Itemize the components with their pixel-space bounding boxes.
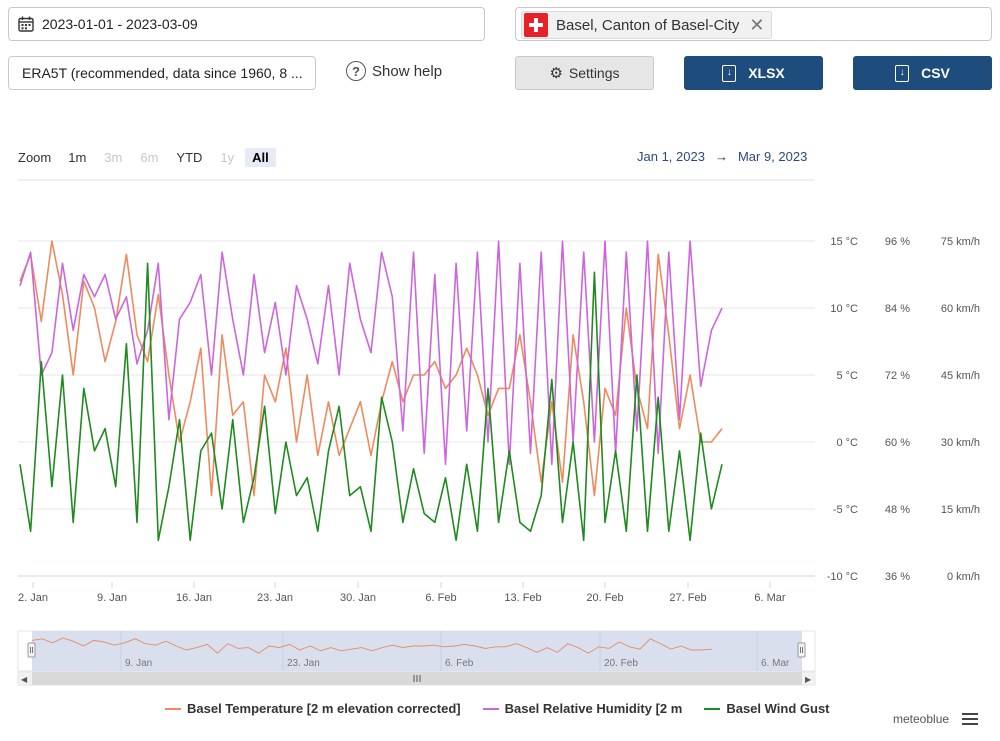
- x-tick-label: 16. Jan: [176, 592, 212, 604]
- download-icon: ↓: [895, 64, 910, 82]
- legend-swatch-temperature: [165, 707, 181, 710]
- legend-label-humidity: Basel Relative Humidity [2 m: [504, 701, 683, 716]
- x-tick-label: 6. Feb: [425, 592, 456, 604]
- x-tick-label: 13. Feb: [504, 592, 541, 604]
- series-line-temperature: [19, 240, 723, 497]
- axis-tick-label-wind: 45 km/h: [941, 370, 980, 382]
- zoom-1y-button: 1y: [220, 150, 235, 165]
- scroll-left-arrow-icon[interactable]: ◀: [21, 675, 28, 684]
- csv-download-button[interactable]: ↓ CSV: [853, 56, 992, 90]
- axis-tick-label-temperature: 15 °C: [830, 236, 858, 248]
- csv-label: CSV: [921, 65, 950, 81]
- close-icon[interactable]: ✕: [749, 15, 765, 35]
- range-to[interactable]: Mar 9, 2023: [737, 149, 808, 164]
- zoom-ytd-button[interactable]: YTD: [176, 150, 203, 165]
- navigator-tick-label: 6. Mar: [761, 658, 790, 669]
- legend-item-temperature[interactable]: Basel Temperature [2 m elevation correct…: [165, 701, 461, 716]
- axis-tick-label-wind: 15 km/h: [941, 504, 980, 516]
- navigator-tick-label: 20. Feb: [604, 658, 638, 669]
- axis-tick-label-humidity: 60 %: [885, 437, 910, 449]
- range-from[interactable]: Jan 1, 2023: [637, 149, 705, 164]
- zoom-label: Zoom: [18, 150, 52, 165]
- navigator-tick-label: 9. Jan: [125, 658, 152, 669]
- show-help-label: Show help: [372, 62, 443, 80]
- xlsx-label: XLSX: [748, 65, 785, 81]
- x-tick-label: 9. Jan: [97, 592, 127, 604]
- zoom-6m-button: 6m: [140, 150, 159, 165]
- legend-item-humidity[interactable]: Basel Relative Humidity [2 m: [482, 701, 683, 716]
- zoom-1m-button[interactable]: 1m: [68, 150, 87, 165]
- legend-label-wind: Basel Wind Gust: [726, 701, 830, 716]
- zoom-3m-button: 3m: [104, 150, 123, 165]
- legend-item-wind[interactable]: Basel Wind Gust: [704, 701, 830, 716]
- navigator-tick-label: 6. Feb: [445, 658, 474, 669]
- download-icon: ↓: [722, 64, 737, 82]
- location-name: Basel, Canton of Basel-City: [556, 16, 740, 34]
- date-range-value: 2023-01-01 - 2023-03-09: [42, 16, 198, 32]
- meteoblue-logo: meteoblue: [893, 712, 950, 726]
- question-icon: ?: [346, 61, 366, 81]
- x-tick-label: 23. Jan: [257, 592, 293, 604]
- axis-tick-label-wind: 30 km/h: [941, 437, 980, 449]
- axis-tick-label-wind: 0 km/h: [947, 571, 980, 583]
- x-tick-label: 2. Jan: [18, 592, 48, 604]
- settings-label: Settings: [568, 65, 620, 81]
- navigator-series-line: [31, 637, 713, 654]
- show-help-link[interactable]: ? Show help: [346, 61, 442, 81]
- zoom-selector: Zoom 1m 3m 6m YTD 1y All: [18, 148, 280, 167]
- x-tick-label: 6. Mar: [754, 592, 786, 604]
- axis-tick-label-temperature: -5 °C: [833, 504, 858, 516]
- axis-tick-label-humidity: 72 %: [885, 370, 910, 382]
- legend-swatch-wind: [704, 707, 721, 710]
- axis-tick-label-humidity: 96 %: [885, 236, 910, 248]
- dataset-select[interactable]: ERA5T (recommended, data since 1960, 8 .…: [8, 56, 316, 90]
- x-tick-label: 30. Jan: [340, 592, 376, 604]
- axis-tick-label-temperature: 10 °C: [830, 303, 858, 315]
- location-chip: Basel, Canton of Basel-City ✕: [521, 11, 772, 39]
- weather-chart[interactable]: -10 °C -5 °C 0 °C 5 °C 10 °C 15 °C 36 % 48 % 60 …: [0, 175, 1000, 695]
- axis-tick-label-temperature: -10 °C: [827, 571, 858, 583]
- x-tick-label: 20. Feb: [586, 592, 623, 604]
- axis-tick-label-temperature: 5 °C: [836, 370, 858, 382]
- swiss-flag-icon: [524, 13, 548, 37]
- chart-legend: Basel Temperature [2 m elevation correct…: [165, 701, 852, 716]
- axis-tick-label-humidity: 48 %: [885, 504, 910, 516]
- series-line-wind: [19, 262, 723, 542]
- axis-tick-label-temperature: 0 °C: [836, 437, 858, 449]
- zoom-all-button[interactable]: All: [245, 148, 276, 167]
- legend-swatch-humidity: [482, 707, 499, 710]
- hamburger-menu-icon[interactable]: [962, 713, 978, 728]
- date-range-picker[interactable]: 2023-01-01 - 2023-03-09: [8, 7, 485, 41]
- date-range-display: Jan 1, 2023 → Mar 9, 2023: [637, 149, 807, 164]
- navigator-tick-label: 23. Jan: [287, 658, 320, 669]
- xlsx-download-button[interactable]: ↓ XLSX: [684, 56, 823, 90]
- x-tick-label: 27. Feb: [669, 592, 706, 604]
- navigator-selection: [32, 631, 802, 671]
- range-arrow: →: [714, 149, 728, 164]
- legend-label-temperature: Basel Temperature [2 m elevation correct…: [187, 701, 461, 716]
- scroll-right-arrow-icon[interactable]: ▶: [805, 675, 812, 684]
- gear-icon: ⚙: [549, 65, 563, 82]
- settings-button[interactable]: ⚙ Settings: [515, 56, 654, 90]
- series-line-humidity: [19, 240, 723, 466]
- location-select[interactable]: Basel, Canton of Basel-City ✕: [515, 7, 992, 41]
- axis-tick-label-wind: 60 km/h: [941, 303, 980, 315]
- calendar-icon: [18, 16, 34, 32]
- navigator-handle-right[interactable]: [797, 642, 806, 658]
- axis-tick-label-humidity: 84 %: [885, 303, 910, 315]
- axis-tick-label-humidity: 36 %: [885, 571, 910, 583]
- axis-tick-label-wind: 75 km/h: [941, 236, 980, 248]
- navigator-handle-left[interactable]: [27, 642, 36, 658]
